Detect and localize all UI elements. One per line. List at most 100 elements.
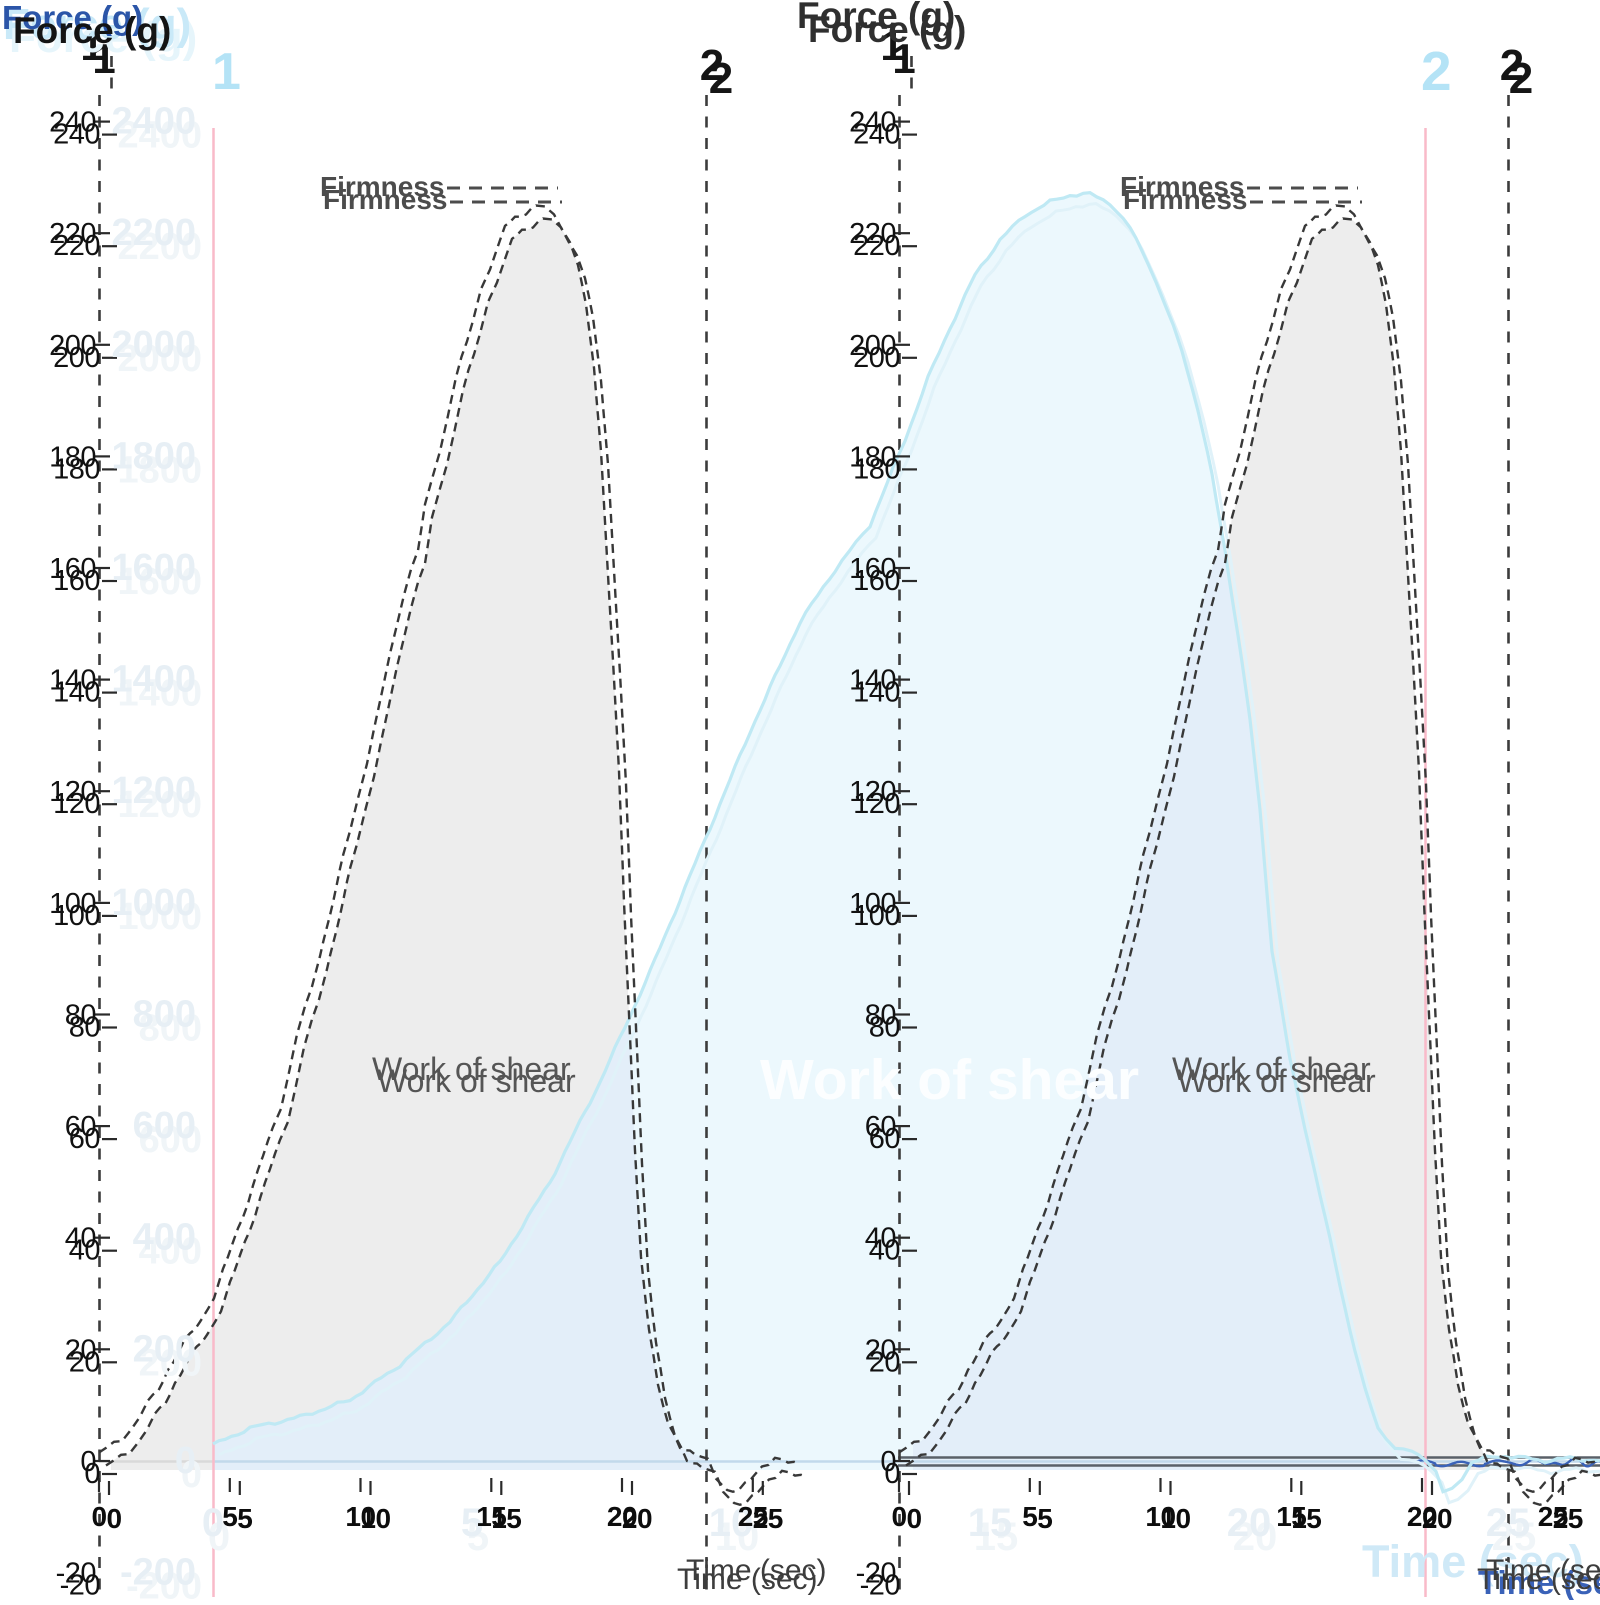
svg-text:0: 0 bbox=[208, 1515, 230, 1559]
svg-text:220: 220 bbox=[853, 230, 900, 262]
svg-text:120: 120 bbox=[53, 788, 100, 820]
svg-text:60: 60 bbox=[865, 1111, 896, 1143]
svg-text:2000: 2000 bbox=[117, 338, 202, 380]
svg-text:0: 0 bbox=[181, 1454, 202, 1496]
svg-text:120: 120 bbox=[49, 776, 96, 808]
svg-text:Work of shear: Work of shear bbox=[760, 1048, 1139, 1112]
svg-text:60: 60 bbox=[869, 1123, 900, 1155]
svg-text:1200: 1200 bbox=[117, 784, 202, 826]
svg-text:220: 220 bbox=[53, 230, 100, 262]
svg-text:Force (g): Force (g) bbox=[13, 10, 171, 51]
svg-text:Work of shear: Work of shear bbox=[1177, 1063, 1376, 1099]
svg-text:80: 80 bbox=[865, 1000, 896, 1032]
svg-text:Firmness: Firmness bbox=[1123, 184, 1248, 215]
svg-text:5: 5 bbox=[461, 1501, 483, 1545]
svg-text:5: 5 bbox=[467, 1515, 489, 1559]
svg-text:20: 20 bbox=[622, 1503, 652, 1534]
svg-text:1800: 1800 bbox=[117, 449, 202, 491]
svg-text:0: 0 bbox=[84, 1458, 100, 1490]
svg-text:-200: -200 bbox=[120, 1552, 196, 1594]
svg-text:140: 140 bbox=[853, 677, 900, 709]
svg-text:1600: 1600 bbox=[117, 561, 202, 603]
svg-text:15: 15 bbox=[974, 1515, 1019, 1559]
svg-text:1200: 1200 bbox=[111, 770, 196, 812]
svg-text:100: 100 bbox=[49, 888, 96, 920]
svg-text:100: 100 bbox=[849, 888, 896, 920]
svg-text:1: 1 bbox=[212, 43, 241, 101]
svg-text:1: 1 bbox=[92, 35, 115, 82]
svg-text:160: 160 bbox=[849, 553, 896, 585]
svg-text:200: 200 bbox=[53, 342, 100, 374]
svg-text:120: 120 bbox=[853, 788, 900, 820]
svg-text:-200: -200 bbox=[126, 1566, 202, 1600]
svg-text:Force (g): Force (g) bbox=[2, 0, 143, 36]
svg-text:40: 40 bbox=[865, 1223, 896, 1255]
svg-text:-20: -20 bbox=[856, 1558, 896, 1590]
svg-text:0: 0 bbox=[80, 1446, 96, 1478]
svg-text:20: 20 bbox=[1233, 1515, 1278, 1559]
svg-text:40: 40 bbox=[69, 1235, 100, 1267]
svg-text:180: 180 bbox=[49, 441, 96, 473]
svg-text:2: 2 bbox=[700, 41, 724, 90]
svg-text:0: 0 bbox=[891, 1501, 906, 1532]
svg-text:400: 400 bbox=[133, 1217, 196, 1259]
svg-text:2: 2 bbox=[1509, 54, 1533, 103]
svg-text:15: 15 bbox=[491, 1503, 521, 1534]
svg-text:220: 220 bbox=[849, 218, 896, 250]
svg-text:Force (g): Force (g) bbox=[797, 0, 955, 36]
svg-text:80: 80 bbox=[65, 1000, 96, 1032]
svg-text:-20: -20 bbox=[56, 1558, 96, 1590]
svg-text:5: 5 bbox=[1022, 1501, 1037, 1532]
svg-text:15: 15 bbox=[1276, 1501, 1306, 1532]
svg-text:100: 100 bbox=[53, 900, 100, 932]
svg-text:Firmness: Firmness bbox=[320, 171, 445, 202]
svg-text:60: 60 bbox=[65, 1111, 96, 1143]
svg-text:160: 160 bbox=[853, 565, 900, 597]
svg-text:40: 40 bbox=[869, 1235, 900, 1267]
svg-text:2400: 2400 bbox=[117, 115, 202, 157]
svg-text:160: 160 bbox=[53, 565, 100, 597]
svg-text:240: 240 bbox=[853, 119, 900, 151]
svg-text:200: 200 bbox=[849, 330, 896, 362]
svg-text:1: 1 bbox=[892, 35, 915, 82]
svg-text:Time (sec): Time (sec) bbox=[1362, 1536, 1584, 1587]
svg-text:Force (g): Force (g) bbox=[3, 0, 191, 49]
svg-text:10: 10 bbox=[709, 1501, 754, 1545]
svg-text:15: 15 bbox=[968, 1501, 1013, 1545]
svg-text:1: 1 bbox=[880, 22, 903, 69]
svg-text:20: 20 bbox=[1422, 1503, 1452, 1534]
svg-text:Work of shear: Work of shear bbox=[372, 1051, 571, 1087]
svg-text:2: 2 bbox=[709, 54, 733, 103]
svg-text:100: 100 bbox=[853, 900, 900, 932]
svg-text:2200: 2200 bbox=[117, 226, 202, 268]
svg-text:200: 200 bbox=[139, 1342, 202, 1384]
svg-text:20: 20 bbox=[865, 1334, 896, 1366]
svg-text:Force (g): Force (g) bbox=[808, 9, 966, 50]
svg-text:20: 20 bbox=[1407, 1501, 1437, 1532]
svg-text:2: 2 bbox=[1421, 40, 1452, 102]
svg-text:600: 600 bbox=[133, 1105, 196, 1147]
svg-text:180: 180 bbox=[849, 441, 896, 473]
svg-text:5: 5 bbox=[222, 1501, 237, 1532]
svg-text:20: 20 bbox=[1227, 1501, 1272, 1545]
svg-text:0: 0 bbox=[106, 1503, 121, 1534]
svg-text:25: 25 bbox=[753, 1503, 783, 1534]
svg-text:60: 60 bbox=[69, 1123, 100, 1155]
svg-text:Time (sec): Time (sec) bbox=[686, 1554, 827, 1587]
svg-text:25: 25 bbox=[738, 1501, 768, 1532]
svg-text:600: 600 bbox=[139, 1119, 202, 1161]
svg-text:240: 240 bbox=[849, 107, 896, 139]
svg-text:2: 2 bbox=[1500, 41, 1524, 90]
svg-text:Time (sec): Time (sec) bbox=[1486, 1554, 1600, 1587]
svg-text:15: 15 bbox=[1291, 1503, 1321, 1534]
svg-text:220: 220 bbox=[49, 218, 96, 250]
svg-text:200: 200 bbox=[49, 330, 96, 362]
svg-text:800: 800 bbox=[133, 994, 196, 1036]
svg-text:25: 25 bbox=[1553, 1503, 1583, 1534]
svg-text:10: 10 bbox=[360, 1503, 390, 1534]
svg-text:Force (g): Force (g) bbox=[9, 13, 197, 62]
svg-text:-20: -20 bbox=[860, 1570, 900, 1600]
svg-text:200: 200 bbox=[853, 342, 900, 374]
svg-text:5: 5 bbox=[237, 1503, 252, 1534]
svg-text:20: 20 bbox=[607, 1501, 637, 1532]
